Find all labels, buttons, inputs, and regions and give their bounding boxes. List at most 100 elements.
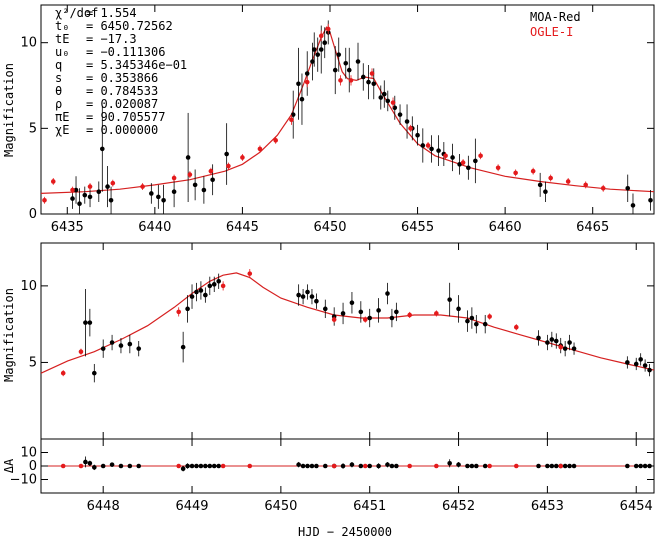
- top-moa-point: [537, 182, 543, 188]
- top-moa-point: [648, 197, 653, 203]
- residual-data-points: [60, 456, 652, 472]
- top-moa-point: [70, 196, 75, 201]
- top-data-points: [42, 20, 653, 214]
- res-moa-point: [322, 463, 328, 469]
- res-moa-point: [571, 463, 577, 469]
- legend: MOA-Red OGLE-I: [530, 10, 581, 39]
- res-moa-point: [394, 463, 399, 469]
- top-ogle-point: [208, 168, 214, 174]
- zoom-moa-point: [482, 321, 488, 327]
- zoom-moa-point: [638, 357, 643, 362]
- zoom-moa-point: [456, 306, 461, 312]
- top-ogle-point: [187, 172, 193, 177]
- res-ogle-point: [247, 463, 253, 469]
- res-moa-point: [638, 463, 643, 469]
- zoom-moa-point: [447, 297, 452, 302]
- residual-ylabel: ΔA: [2, 458, 16, 473]
- top-xtick-label: 6440: [138, 220, 171, 235]
- top-ytick-label: 5: [29, 121, 37, 136]
- zoom-moa-point: [389, 315, 395, 321]
- res-ogle-point: [487, 463, 492, 469]
- top-xtick-label: 6460: [489, 220, 522, 235]
- res-moa-point: [562, 463, 568, 469]
- top-moa-point: [457, 162, 462, 167]
- zoom-moa-point: [300, 294, 306, 299]
- zoom-moa-point: [194, 289, 199, 295]
- top-ogle-point: [70, 187, 75, 193]
- top-ogle-point: [548, 175, 553, 181]
- top-ogle-point: [289, 117, 294, 123]
- top-moa-point: [332, 67, 338, 73]
- top-ogle-point: [325, 26, 331, 32]
- zoom-moa-point: [394, 309, 399, 315]
- param-value: = 0.784533: [86, 84, 158, 98]
- zoom-ogle-point: [558, 344, 564, 350]
- top-moa-point: [360, 74, 366, 80]
- top-moa-point: [392, 105, 398, 111]
- top-ogle-point: [338, 78, 343, 83]
- top-moa-point: [185, 155, 191, 160]
- res-moa-point: [203, 463, 208, 469]
- top-moa-point: [404, 119, 410, 124]
- zoom-moa-point: [216, 278, 221, 284]
- zoom-moa-point: [469, 315, 475, 321]
- res-moa-point: [194, 463, 199, 469]
- zoom-ylabel: Magnification: [2, 288, 16, 382]
- top-moa-point: [336, 52, 342, 57]
- res-moa-point: [118, 463, 124, 469]
- zoom-moa-point: [322, 306, 328, 312]
- top-ogle-point: [87, 184, 93, 189]
- res-ytick-label: 10: [20, 446, 37, 461]
- zoom-moa-point: [553, 338, 559, 344]
- res-ogle-point: [434, 463, 439, 469]
- legend-ogle-i: OGLE-I: [530, 25, 573, 39]
- res-ogle-point: [78, 463, 84, 469]
- top-moa-point: [82, 192, 88, 198]
- res-moa-point: [625, 463, 630, 469]
- top-moa-point: [436, 148, 441, 153]
- zoom-moa-point: [536, 335, 541, 341]
- top-xtick-label: 6455: [401, 220, 434, 235]
- zoom-ogle-point: [407, 312, 412, 318]
- res-moa-point: [87, 461, 93, 466]
- res-xtick-label: 6450: [264, 499, 297, 514]
- res-ogle-point: [60, 463, 66, 469]
- zoom-ogle-point: [220, 283, 226, 289]
- top-ogle-point: [443, 153, 448, 159]
- res-moa-point: [189, 463, 195, 469]
- top-ogle-point: [513, 170, 518, 176]
- res-ogle-point: [220, 463, 226, 469]
- res-moa-point: [553, 463, 559, 469]
- res-moa-point: [340, 463, 346, 469]
- res-moa-point: [358, 463, 364, 469]
- top-moa-point: [156, 194, 161, 200]
- zoom-moa-point: [385, 291, 390, 296]
- res-moa-point: [567, 463, 572, 469]
- zoom-ogle-point: [331, 317, 337, 322]
- res-ytick-label: 0: [29, 459, 37, 474]
- zoom-moa-point: [567, 340, 572, 345]
- param-value: = 0.020087: [86, 97, 158, 111]
- zoom-ogle-point: [78, 349, 84, 355]
- param-key: θ: [55, 84, 62, 98]
- top-moa-point: [149, 191, 154, 196]
- zoom-moa-point: [314, 298, 319, 304]
- zoom-ogle-point: [247, 271, 253, 276]
- res-ogle-point: [176, 463, 182, 469]
- zoom-moa-point: [211, 282, 217, 287]
- top-ogle-point: [348, 78, 354, 83]
- zoom-ogle-point: [362, 317, 368, 322]
- zoom-moa-point: [185, 306, 190, 312]
- top-ogle-point: [171, 175, 177, 181]
- top-moa-point: [299, 96, 305, 102]
- top-xtick-label: 6465: [576, 220, 609, 235]
- top-moa-point: [466, 165, 471, 171]
- zoom-ytick-label: 5: [29, 355, 37, 370]
- zoom-moa-point: [305, 289, 310, 295]
- top-ogle-point: [240, 155, 245, 160]
- top-ogle-point: [257, 146, 263, 152]
- res-moa-point: [207, 463, 213, 469]
- param-value: = 90.705577: [86, 110, 165, 124]
- zoom-ogle-point: [513, 324, 519, 330]
- res-xtick-label: 6454: [620, 499, 653, 514]
